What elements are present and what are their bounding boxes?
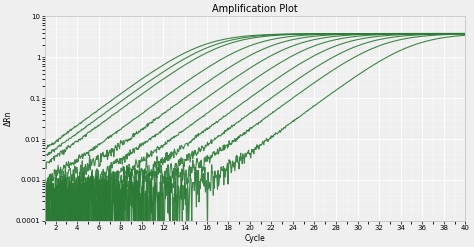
- Title: Amplification Plot: Amplification Plot: [212, 4, 298, 14]
- X-axis label: Cycle: Cycle: [245, 234, 265, 243]
- Y-axis label: ΔRn: ΔRn: [4, 111, 13, 126]
